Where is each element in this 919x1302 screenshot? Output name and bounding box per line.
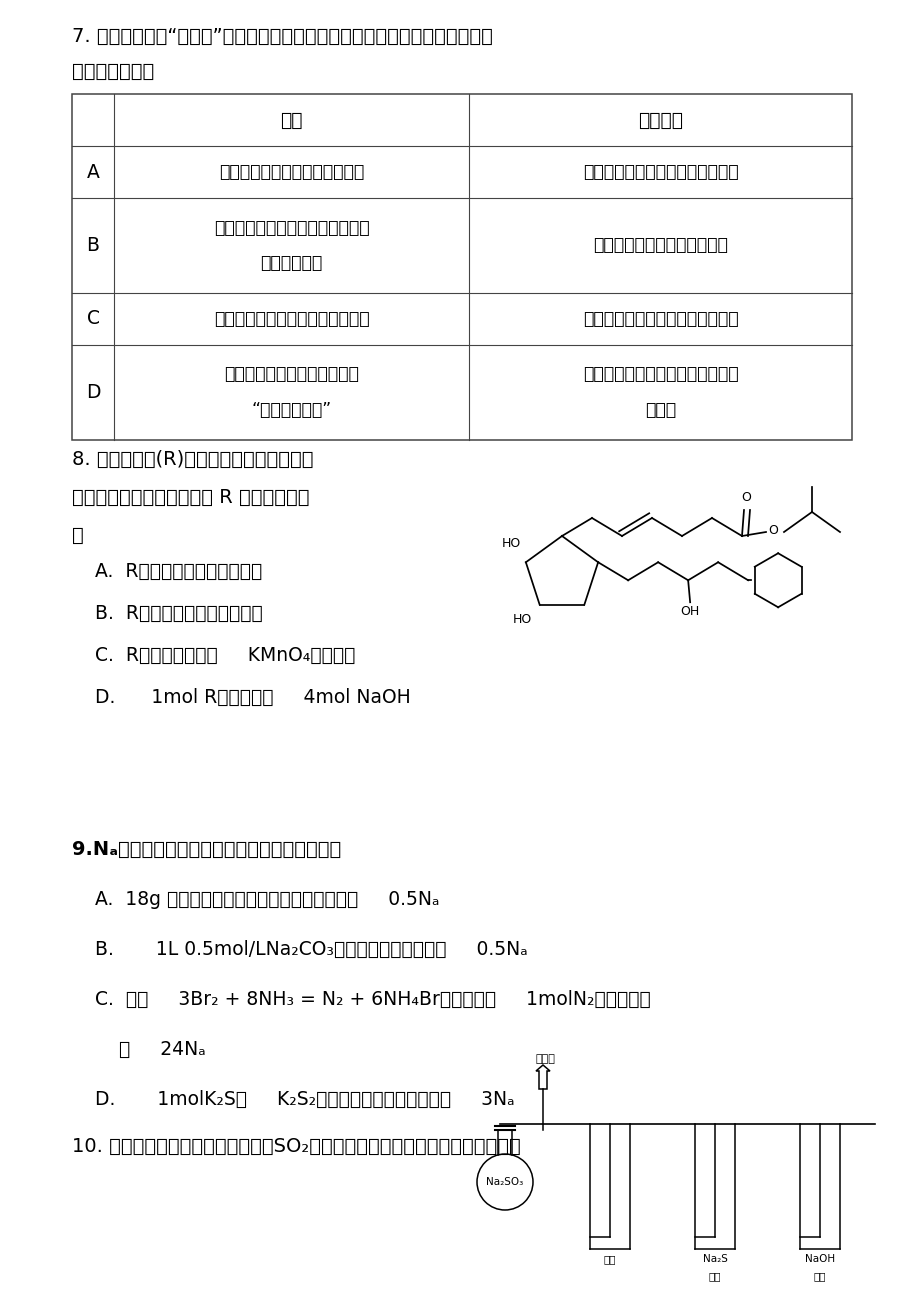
- Text: D: D: [85, 383, 100, 402]
- Text: OH: OH: [680, 605, 699, 618]
- Text: 8. 拉坦前列素(R)具有良好的降眼压效果，: 8. 拉坦前列素(R)具有良好的降眼压效果，: [72, 450, 313, 469]
- Text: 帖子纸张的主要成分是天然高分子: 帖子纸张的主要成分是天然高分子: [582, 366, 738, 384]
- Text: 是: 是: [72, 526, 84, 546]
- Text: 水仙盆的主要成分是二氧化硟: 水仙盆的主要成分是二氧化硟: [593, 237, 727, 254]
- Text: O: O: [767, 525, 777, 538]
- Text: C.  反应     3Br₂ + 8NH₃ = N₂ + 6NH₄Br中，每生成     1molN₂转移电子数: C. 反应 3Br₂ + 8NH₃ = N₂ + 6NH₄Br中，每生成 1mo…: [95, 990, 650, 1009]
- Text: D.       1molK₂S与     K₂S₂的混合物中含离子总数大于     3Nₐ: D. 1molK₂S与 K₂S₂的混合物中含离子总数大于 3Nₐ: [95, 1090, 514, 1109]
- FancyArrow shape: [536, 1065, 550, 1088]
- Text: 蚕丝和毛笔中狼毫的主要成分相同: 蚕丝和毛笔中狼毫的主要成分相同: [582, 163, 738, 181]
- Text: A: A: [86, 163, 99, 181]
- Text: 麪上铜绿的主要成分为碌式碳酸铜: 麪上铜绿的主要成分为碌式碳酸铜: [582, 310, 738, 328]
- Text: 西周初期的伯矩纼是罕见的青铜器: 西周初期的伯矩纼是罕见的青铜器: [213, 310, 369, 328]
- Text: 键线式如图所示。下列有关 R 的说法正确的: 键线式如图所示。下列有关 R 的说法正确的: [72, 488, 309, 506]
- Text: 7. 文物是历史的“活化石”，是传承文化最好的物质载体。下列对相关文物的化: 7. 文物是历史的“活化石”，是传承文化最好的物质载体。下列对相关文物的化: [72, 27, 493, 46]
- Text: B.       1L 0.5mol/LNa₂CO₃溶液所含阴离子数小于     0.5Nₐ: B. 1L 0.5mol/LNa₂CO₃溶液所含阴离子数小于 0.5Nₐ: [95, 940, 528, 960]
- Text: 溶液: 溶液: [708, 1271, 720, 1281]
- Text: NaOH: NaOH: [804, 1254, 834, 1264]
- Text: Na₂S: Na₂S: [702, 1254, 727, 1264]
- Text: HO: HO: [501, 538, 520, 551]
- Text: 9.Nₐ为阿伏加德罗常数的值。下列说法正确的是: 9.Nₐ为阿伏加德罗常数的值。下列说法正确的是: [72, 840, 341, 859]
- Text: “天下第一法书”: “天下第一法书”: [251, 401, 331, 419]
- Text: B.  R的水解产物之一是正丙醇: B. R的水解产物之一是正丙醇: [95, 604, 263, 622]
- Text: HO: HO: [512, 613, 531, 626]
- Bar: [72, 94, 851, 440]
- Text: 王義之《快雪时晴帖》被誉为: 王義之《快雪时晴帖》被誉为: [224, 366, 358, 384]
- Text: 北宋汝窑天青无纹水仙盆，以天青: 北宋汝窑天青无纹水仙盆，以天青: [213, 219, 369, 237]
- Text: C.  R能使溻水和酸性     KMnO₄溶液褮色: C. R能使溻水和酸性 KMnO₄溶液褮色: [95, 646, 355, 665]
- Text: 西汉直裾素纱禅衣，由蚕丝织造: 西汉直裾素纱禅衣，由蚕丝织造: [219, 163, 364, 181]
- Text: 学解读错误的是: 学解读错误的是: [72, 62, 154, 81]
- Text: O: O: [741, 491, 750, 504]
- Text: B: B: [86, 236, 99, 255]
- Text: D.      1mol R最多能消耗     4mol NaOH: D. 1mol R最多能消耗 4mol NaOH: [95, 687, 410, 707]
- Text: 为     24Nₐ: 为 24Nₐ: [95, 1040, 206, 1059]
- Text: 文物: 文物: [280, 111, 302, 129]
- Text: Na₂SO₃: Na₂SO₃: [486, 1177, 523, 1187]
- Text: A.  18g 葡萄糖和果糖的混合物中所含羟基数为     0.5Nₐ: A. 18g 葡萄糖和果糖的混合物中所含羟基数为 0.5Nₐ: [95, 891, 439, 909]
- Text: 溶液: 溶液: [813, 1271, 825, 1281]
- Text: 化学解读: 化学解读: [637, 111, 682, 129]
- Text: 犁色著称于世: 犁色著称于世: [260, 254, 323, 272]
- Text: 浓硫酸: 浓硫酸: [535, 1055, 554, 1064]
- Text: C: C: [86, 310, 99, 328]
- Text: 澄水: 澄水: [603, 1254, 616, 1264]
- Text: A.  R可以发生催化氧化生成醒: A. R可以发生催化氧化生成醒: [95, 562, 262, 581]
- Text: 10. 某同学用浓硫酸与亚硫酸钓制备SO₂并探究其相关性质，实验装置如图所示。: 10. 某同学用浓硫酸与亚硫酸钓制备SO₂并探究其相关性质，实验装置如图所示。: [72, 1137, 520, 1156]
- Text: 化合物: 化合物: [644, 401, 675, 419]
